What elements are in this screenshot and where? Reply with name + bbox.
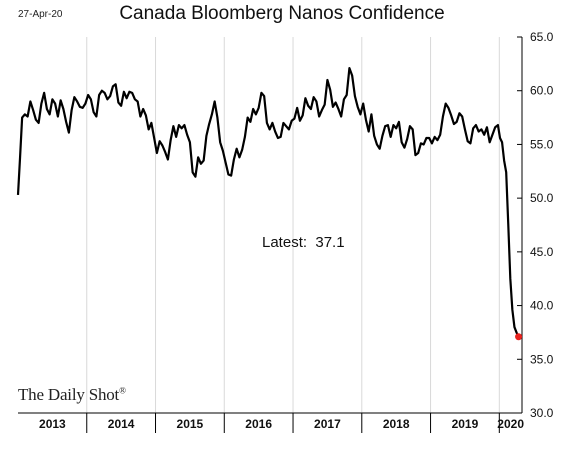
y-tick-label: 55.0 — [530, 137, 554, 151]
year-label-2014: 2014 — [108, 417, 135, 431]
year-label-2013: 2013 — [39, 417, 66, 431]
y-tick-label: 60.0 — [530, 84, 554, 98]
series-layer — [16, 67, 523, 341]
year-label-2015: 2015 — [177, 417, 204, 431]
chart-title: Canada Bloomberg Nanos Confidence — [119, 3, 445, 24]
series-line-0 — [16, 67, 520, 338]
date-stamp: 27-Apr-20 — [18, 9, 63, 20]
year-label-2018: 2018 — [383, 417, 410, 431]
y-tick-label: 65.0 — [530, 30, 554, 44]
gridlines — [86, 37, 500, 413]
y-axis-tick-labels: 30.0 35.0 40.0 45.0 50.0 55.0 60.0 65.0 — [530, 30, 554, 420]
year-label-2019: 2019 — [452, 417, 479, 431]
y-tick-label: 40.0 — [530, 299, 554, 313]
y-tick-label: 45.0 — [530, 245, 554, 259]
brand-logo: The Daily Shot® — [18, 385, 126, 405]
x-axis-year-labels: 2013 2014 2015 2016 2017 2018 2019 2020 — [39, 417, 524, 431]
axes — [18, 36, 523, 433]
y-tick-label: 35.0 — [530, 352, 554, 366]
y-tick-label: 30.0 — [530, 406, 554, 420]
year-label-2020: 2020 — [497, 417, 524, 431]
latest-point-marker — [515, 333, 523, 341]
year-label-2017: 2017 — [314, 417, 341, 431]
y-tick-label: 50.0 — [530, 191, 554, 205]
brand-name: The Daily Shot — [18, 385, 120, 404]
latest-value-label: Latest: 37.1 — [262, 234, 345, 251]
brand-mark: ® — [119, 385, 126, 396]
year-label-2016: 2016 — [245, 417, 272, 431]
